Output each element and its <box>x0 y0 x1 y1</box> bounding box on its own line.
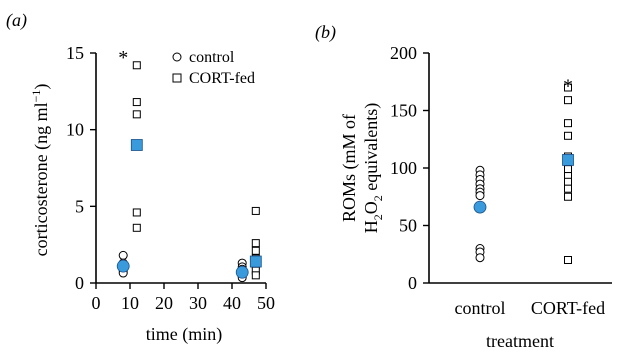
data-point-1-5 <box>251 206 260 215</box>
x-tick-label-1: 10 <box>121 293 139 313</box>
mean-point-0 <box>473 200 487 214</box>
x-tick-label-3: 30 <box>189 293 207 313</box>
panel-b-ylabel-line2: H2O2 equivalents) <box>361 103 385 233</box>
panel-b-xlabel: treatment <box>486 331 554 351</box>
mean-point-1-0 <box>130 139 143 151</box>
legend-cortfed-marker <box>172 73 182 83</box>
legend-control-label: control <box>189 49 235 66</box>
x-category-label-0: control <box>455 298 506 318</box>
x-tick-label-0: 0 <box>92 293 101 313</box>
mean-point-0-0 <box>116 259 130 273</box>
data-point-0-0 <box>118 250 128 260</box>
x-tick-label-5: 50 <box>257 293 275 313</box>
y-tick-label-2: 10 <box>66 120 84 140</box>
x-tick-label-2: 20 <box>155 293 173 313</box>
y-tick-label-0: 0 <box>75 273 84 293</box>
mean-point-1 <box>562 154 574 166</box>
y-tick-label-1: 50 <box>399 216 417 236</box>
panel-a-xlabel: time (min) <box>146 324 222 345</box>
panel-b: (b) 0 50 100 150 200 control CORT-fed * treatme… <box>315 22 612 351</box>
y-tick-label-0: 0 <box>408 273 417 293</box>
data-point-1-0 <box>564 83 572 92</box>
y-tick-label-2: 100 <box>390 158 417 178</box>
panel-b-label: (b) <box>315 22 336 43</box>
mean-point-1-1 <box>249 255 262 268</box>
data-point-1-2 <box>132 110 141 119</box>
mean-point-0-1 <box>235 265 249 279</box>
data-point-1-1 <box>132 98 141 107</box>
data-point-1-3 <box>564 131 572 140</box>
y-tick-label-3: 15 <box>66 43 84 63</box>
y-tick-label-1: 5 <box>75 196 84 216</box>
panel-a-legend: control CORT-fed <box>172 49 255 87</box>
x-tick-label-4: 40 <box>223 293 241 313</box>
panel-a: (a) 0 10 20 30 40 50 0 5 10 15 * time (min) cortic… <box>6 10 275 345</box>
data-point-1-1 <box>564 96 572 105</box>
data-point-1-4 <box>132 223 141 232</box>
data-point-1-3 <box>132 208 141 217</box>
data-point-0-9 <box>475 253 485 263</box>
panel-b-ylabel: ROMs (mM of H2O2 equivalents) <box>339 103 385 233</box>
data-point-1-9 <box>564 192 572 201</box>
data-point-1-2 <box>564 119 572 128</box>
data-point-1-8 <box>564 184 572 193</box>
data-point-0-6 <box>475 191 485 201</box>
significance-star: * <box>118 47 128 69</box>
data-point-1-10 <box>564 256 572 264</box>
panel-a-ylabel: corticosterone (ng ml−1) <box>29 84 52 257</box>
data-point-1-11 <box>251 271 260 280</box>
data-point-1-7 <box>251 246 260 255</box>
panel-a-label: (a) <box>6 10 27 31</box>
legend-cortfed-label: CORT-fed <box>189 70 255 87</box>
x-category-label-1: CORT-fed <box>531 298 605 318</box>
data-point-1-0 <box>132 61 141 70</box>
data-point-1-5 <box>564 165 572 174</box>
legend-control-marker <box>172 52 182 62</box>
significance-star: * <box>563 75 573 97</box>
y-tick-label-3: 150 <box>390 101 417 121</box>
y-tick-label-4: 200 <box>390 43 417 63</box>
data-point-1-7 <box>564 177 572 186</box>
data-point-1-6 <box>251 239 260 248</box>
panel-b-ylabel-line1: ROMs (mM of <box>339 114 360 222</box>
